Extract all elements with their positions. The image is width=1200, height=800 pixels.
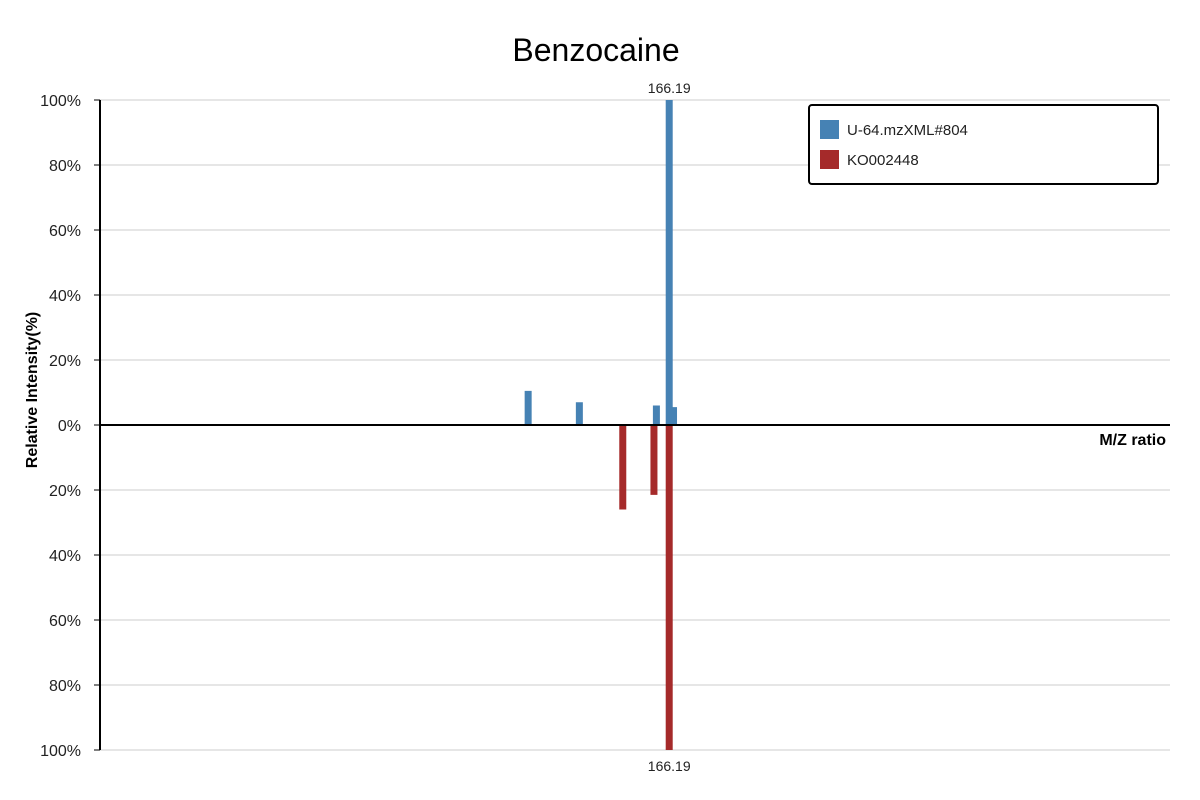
axes (99, 100, 1170, 750)
bar-upper (670, 407, 678, 425)
peak-label: 166.19 (648, 758, 691, 774)
x-axis-title: M/Z ratio (1099, 432, 1166, 449)
bar-upper (575, 402, 583, 425)
y-tick-label: 100% (40, 93, 81, 110)
y-tick-label: 40% (49, 548, 81, 565)
bar-lower (619, 425, 627, 510)
legend: U-64.mzXML#804 KO002448 (808, 104, 1159, 185)
y-tick-label: 100% (40, 743, 81, 760)
legend-box (808, 104, 1159, 185)
legend-swatch (820, 120, 839, 139)
bar-upper (665, 100, 673, 425)
legend-swatch (820, 150, 839, 169)
bar-lower (650, 425, 658, 495)
peak-label: 166.19 (648, 80, 691, 96)
peak-labels: 166.19 166.19 (648, 80, 691, 774)
y-tick-label: 60% (49, 223, 81, 240)
y-tick-labels: 100% 80% 60% 40% 20% 0% 20% 40% 60% 80% 100% (40, 93, 100, 760)
y-tick-label: 20% (49, 483, 81, 500)
legend-label: KO002448 (847, 152, 919, 169)
grid-lines (100, 99, 1170, 751)
chart-title: Benzocaine (512, 32, 679, 68)
y-tick-label: 80% (49, 678, 81, 695)
y-tick-label: 0% (58, 418, 81, 435)
y-axis-title: Relative Intensity(%) (24, 312, 41, 468)
bars (524, 100, 678, 750)
y-tick-label: 60% (49, 613, 81, 630)
y-tick-label: 40% (49, 288, 81, 305)
legend-label: U-64.mzXML#804 (847, 122, 968, 139)
bar-upper (524, 390, 532, 425)
bar-lower (665, 425, 673, 750)
y-tick-label: 20% (49, 353, 81, 370)
y-tick-label: 80% (49, 158, 81, 175)
bar-upper (652, 405, 660, 425)
